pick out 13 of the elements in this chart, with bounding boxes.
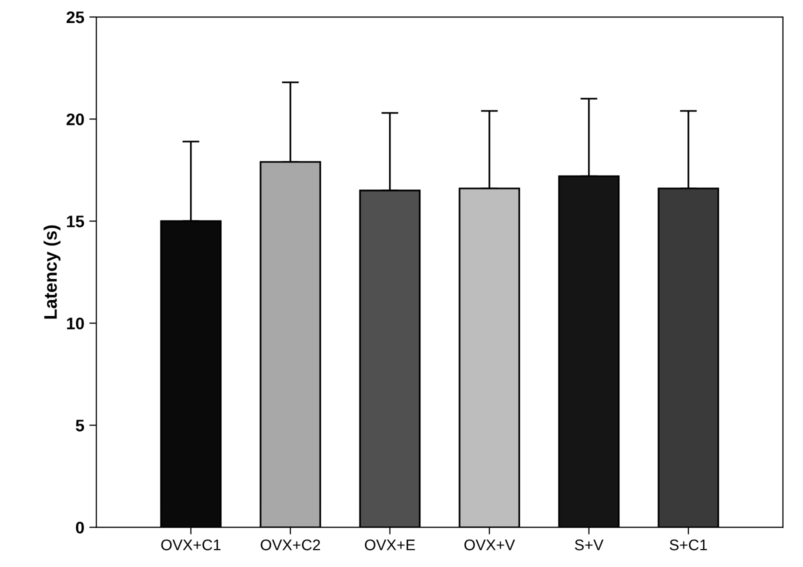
y-tick-label: 25 [66,11,84,24]
y-tick-label: 0 [76,522,84,534]
x-tick-label: S+C1 [670,540,707,550]
y-tick-label: 10 [67,318,84,330]
y-axis-title: Latency (s) [44,225,60,319]
x-tick-label: S+V [574,540,604,550]
x-tick-label: OVX+V [464,540,516,550]
y-tick-label: 20 [66,113,84,126]
x-tick-label: OVX+E [364,540,415,550]
x-tick-label: OVX+C2 [260,540,320,550]
y-tick-label: 5 [76,420,84,432]
x-tick-label: OVX+C1 [161,540,220,550]
y-tick-label: 15 [67,216,84,228]
